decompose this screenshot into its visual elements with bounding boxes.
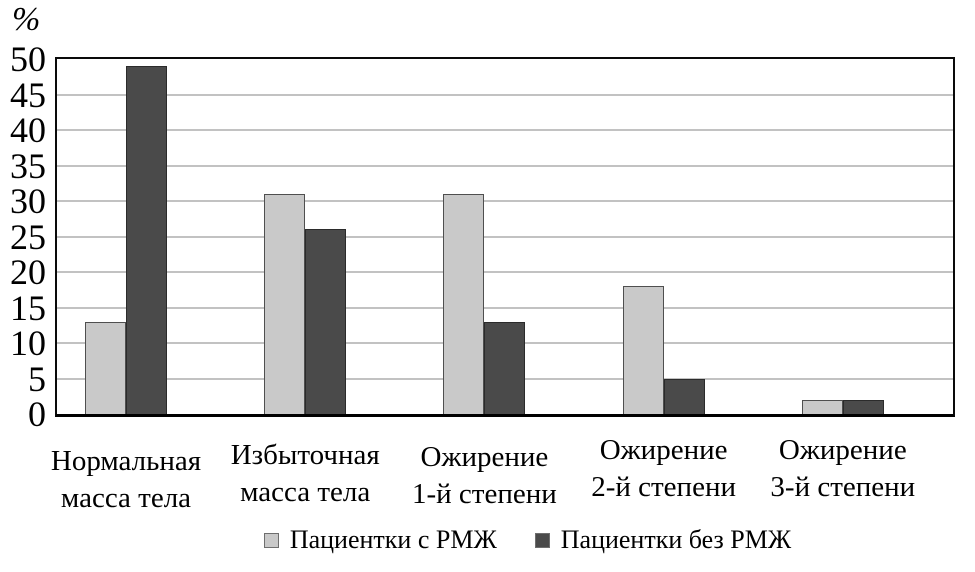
y-tick-label: 5	[28, 358, 46, 399]
legend-label-with-rmzh: Пациентки с РМЖ	[289, 525, 497, 554]
x-category-label: Нормальная масса тела	[50, 445, 202, 515]
legend-marker-without-rmzh-icon	[534, 532, 550, 548]
bar-series0-cat1	[264, 193, 306, 414]
x-category-label: Избыточная масса тела	[230, 439, 380, 509]
y-tick-label: 45	[10, 74, 46, 115]
bar-series0-cat2	[443, 193, 485, 414]
gridline	[57, 93, 953, 96]
gridline	[57, 129, 953, 131]
bar-series0-cat0	[85, 321, 126, 414]
y-tick-label: 30	[10, 181, 46, 221]
legend-label-without-rmzh: Пациентки без РМЖ	[560, 525, 792, 554]
gridline	[57, 164, 953, 167]
bar-series1-cat2	[484, 321, 526, 414]
x-category-label: Ожирение 3-й степени	[770, 434, 916, 504]
x-category-label: Ожирение 1-й степени	[412, 441, 557, 511]
gridline	[57, 306, 953, 309]
legend-item-patients-without-rmzh: Пациентки без РМЖ	[534, 525, 792, 554]
plot-area	[55, 57, 955, 417]
gridline	[57, 235, 953, 238]
gridline	[57, 200, 953, 202]
y-tick-label: 0	[28, 394, 46, 434]
bar-series1-cat3	[663, 378, 705, 414]
bar-series0-cat3	[622, 286, 664, 414]
bar-series0-cat4	[801, 399, 843, 414]
gridline	[57, 271, 953, 273]
legend: Пациентки с РМЖ Пациентки без РМЖ	[40, 527, 975, 553]
y-tick-label: 35	[10, 145, 46, 186]
bar-series1-cat4	[842, 399, 884, 414]
y-tick-label: 50	[10, 39, 46, 79]
y-tick-label: 20	[10, 252, 46, 292]
y-axis-unit-label: %	[12, 1, 41, 38]
legend-marker-with-rmzh-icon	[263, 532, 279, 548]
bar-series1-cat1	[305, 229, 347, 414]
legend-item-patients-with-rmzh: Пациентки с РМЖ	[263, 525, 497, 554]
y-tick-label: 15	[10, 287, 46, 328]
y-tick-label: 25	[10, 216, 46, 257]
y-tick-label: 10	[10, 323, 46, 363]
y-tick-label: 40	[10, 110, 46, 150]
x-category-label: Ожирение 2-й степени	[591, 434, 736, 504]
bar-series1-cat0	[126, 66, 167, 414]
